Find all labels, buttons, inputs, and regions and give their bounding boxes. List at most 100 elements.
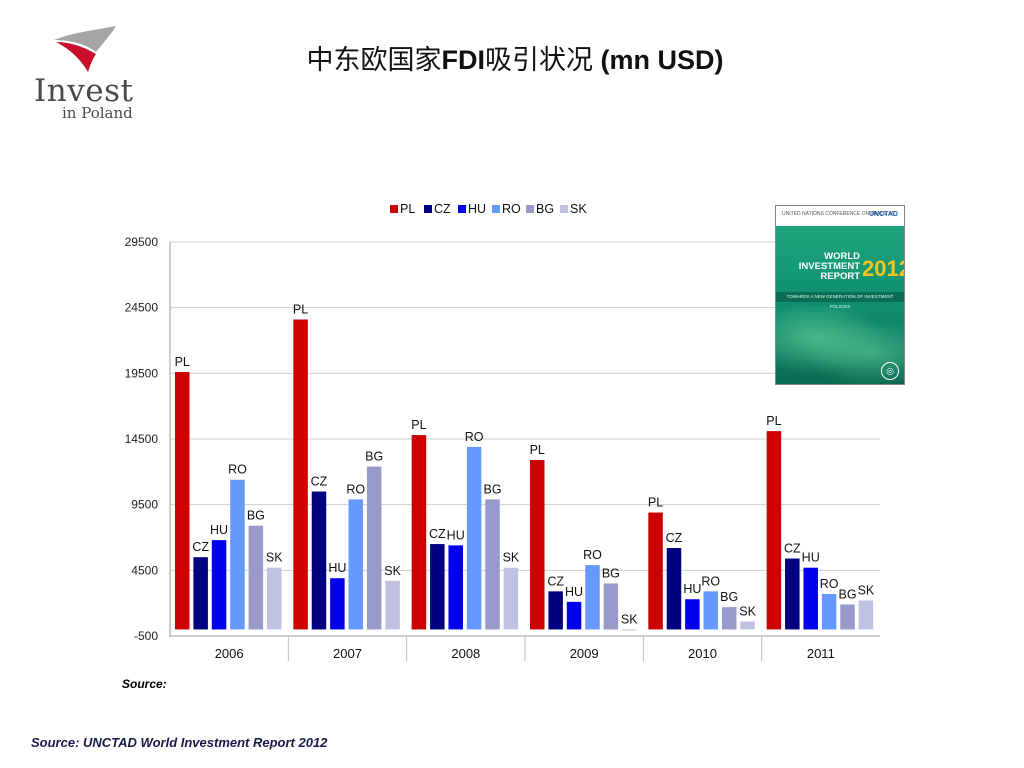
- y-tick-label: 4500: [131, 563, 158, 577]
- bar-pl-2007: [293, 319, 308, 630]
- data-label: CZ: [666, 531, 683, 545]
- data-label: SK: [621, 612, 638, 626]
- bar-cz-2010: [666, 548, 682, 630]
- bar-sk-2009: [622, 629, 637, 631]
- bar-pl-2009: [530, 460, 545, 630]
- invest-in-poland-logo: Invest in Poland: [28, 24, 158, 124]
- data-label: PL: [175, 355, 190, 369]
- y-tick-label: 29500: [125, 235, 159, 249]
- bar-cz-2008: [430, 544, 445, 630]
- x-tick-label: 2011: [807, 646, 835, 661]
- x-tick-label: 2009: [570, 646, 599, 661]
- data-label: CZ: [547, 574, 564, 588]
- report-cover-org-line: UNITED NATIONS CONFERENCE ON TRADE AND D…: [782, 211, 894, 217]
- bar-bg-2009: [603, 583, 619, 630]
- data-label: HU: [447, 528, 465, 542]
- bar-ro-2010: [703, 591, 719, 630]
- title-part-chinese: 中东欧国家: [306, 45, 442, 75]
- bar-hu-2010: [685, 599, 700, 630]
- data-label: PL: [293, 302, 308, 316]
- logo-main-text: Invest: [34, 73, 134, 109]
- data-label: PL: [648, 496, 663, 510]
- bar-bg-2008: [485, 499, 500, 630]
- data-label: PL: [766, 414, 781, 428]
- data-label: HU: [210, 523, 228, 537]
- data-label: HU: [802, 551, 820, 565]
- bar-sk-2007: [385, 580, 400, 630]
- bar-pl-2008: [411, 435, 427, 630]
- report-cover-subtitle: TOWARDS A NEW GENERATION OF INVESTMENT P…: [776, 292, 904, 309]
- legend-label: PL: [400, 202, 415, 216]
- bar-hu-2006: [211, 540, 227, 630]
- data-label: CZ: [311, 475, 328, 489]
- title-part-unit: (mn USD): [593, 45, 724, 75]
- data-label: BG: [602, 566, 620, 580]
- bar-hu-2009: [566, 601, 582, 630]
- data-label: RO: [820, 577, 839, 591]
- y-tick-label: 24500: [125, 301, 159, 315]
- bar-hu-2008: [448, 545, 463, 630]
- data-label: RO: [583, 548, 602, 562]
- data-label: RO: [701, 574, 720, 588]
- data-label: CZ: [192, 540, 209, 554]
- bar-ro-2008: [466, 446, 482, 630]
- data-label: RO: [228, 463, 247, 477]
- data-label: SK: [503, 551, 520, 565]
- bar-ro-2009: [585, 565, 600, 630]
- bar-pl-2011: [766, 431, 782, 630]
- bar-cz-2009: [548, 591, 563, 630]
- chart-source-label: Source:: [122, 677, 167, 691]
- data-label: SK: [384, 564, 401, 578]
- y-tick-label: 9500: [131, 498, 158, 512]
- data-label: SK: [266, 551, 283, 565]
- y-tick-label: -500: [134, 629, 158, 643]
- data-label: BG: [483, 482, 501, 496]
- title-part-fdi: FDI: [441, 45, 486, 75]
- data-label: CZ: [784, 542, 801, 556]
- bar-bg-2011: [840, 604, 855, 630]
- data-label: PL: [411, 418, 426, 432]
- data-label: SK: [858, 584, 875, 598]
- data-label: RO: [346, 482, 365, 496]
- legend-swatch-bg: [526, 205, 534, 213]
- x-tick-label: 2008: [451, 646, 480, 661]
- un-emblem-icon: ◎: [881, 362, 899, 380]
- page-title: 中东欧国家FDI吸引状况 (mn USD): [200, 38, 830, 77]
- report-cover-title: WORLD INVESTMENT REPORT: [798, 251, 860, 282]
- data-label: HU: [328, 561, 346, 575]
- data-label: RO: [465, 430, 484, 444]
- data-label: BG: [838, 587, 856, 601]
- bar-sk-2011: [858, 600, 874, 630]
- legend-swatch-ro: [492, 205, 500, 213]
- bar-bg-2010: [721, 607, 737, 630]
- report-cover-image: UNITED NATIONS CONFERENCE ON TRADE AND D…: [775, 205, 905, 385]
- bar-cz-2011: [785, 558, 800, 630]
- legend-label: CZ: [434, 202, 451, 216]
- bar-bg-2006: [248, 525, 264, 630]
- data-label: HU: [683, 582, 701, 596]
- legend-swatch-hu: [458, 205, 466, 213]
- logo-sub-text: in Poland: [62, 104, 133, 122]
- bar-sk-2010: [740, 621, 755, 630]
- y-tick-label: 14500: [125, 432, 159, 446]
- source-footnote: Source: UNCTAD World Investment Report 2…: [31, 735, 328, 750]
- title-part-chinese-2: 吸引状况: [485, 45, 593, 75]
- data-label: HU: [565, 585, 583, 599]
- bar-cz-2007: [311, 491, 327, 630]
- y-tick-label: 19500: [125, 366, 159, 380]
- bar-hu-2007: [330, 578, 345, 630]
- bar-ro-2006: [230, 479, 245, 630]
- bar-pl-2010: [648, 512, 663, 630]
- legend-swatch-pl: [390, 205, 398, 213]
- data-label: BG: [720, 590, 738, 604]
- bar-ro-2011: [821, 593, 837, 630]
- report-cover-org: UNCTAD: [868, 211, 898, 218]
- logo-ribbon-icon: [54, 26, 116, 72]
- bar-bg-2007: [366, 466, 382, 630]
- legend-label: BG: [536, 202, 554, 216]
- bar-ro-2007: [348, 499, 364, 630]
- bar-cz-2006: [193, 557, 208, 630]
- legend-label: SK: [570, 202, 587, 216]
- bar-sk-2006: [267, 567, 282, 630]
